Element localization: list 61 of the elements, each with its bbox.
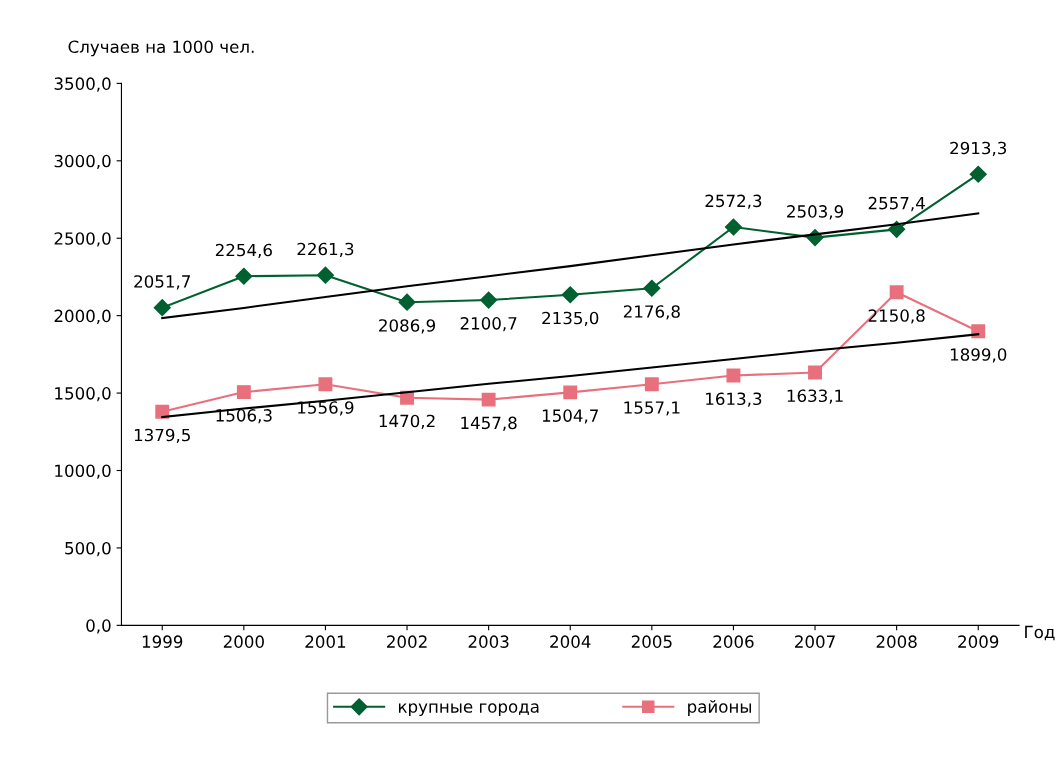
- point: [561, 286, 579, 304]
- x-tick-label: 2006: [713, 635, 754, 648]
- data-label: 1379,5: [134, 428, 190, 443]
- point: [726, 368, 741, 383]
- y-tick-label: 500,0: [65, 541, 111, 557]
- y-tick-label: 1500,0: [55, 387, 111, 402]
- data-label: 1557,1: [624, 401, 680, 416]
- data-label: 2051,7: [134, 275, 190, 290]
- point: [724, 218, 742, 236]
- x-axis-title: Год: [1025, 625, 1055, 641]
- point: [889, 285, 904, 300]
- data-label: 1633,1: [787, 389, 843, 404]
- point: [318, 377, 333, 392]
- x-tick-label: 2003: [468, 635, 509, 648]
- point: [398, 293, 416, 311]
- data-label: 1470,2: [379, 414, 435, 429]
- data-label: 1506,3: [216, 409, 272, 424]
- data-label: 2261,3: [297, 242, 354, 257]
- point: [481, 392, 496, 407]
- x-tick-label: 2000: [223, 635, 264, 648]
- y-tick-label: 1000,0: [55, 464, 111, 479]
- point: [808, 365, 822, 380]
- data-label: 1899,0: [950, 348, 1007, 363]
- x-tick-label: 1999: [142, 635, 183, 648]
- point: [643, 279, 661, 297]
- point: [563, 385, 578, 400]
- x-tick-label: 2007: [795, 635, 835, 648]
- point: [316, 266, 334, 284]
- data-label: 2100,7: [460, 317, 517, 332]
- x-tick-label: 2009: [958, 635, 999, 648]
- point: [971, 324, 986, 339]
- data-label: 2503,9: [787, 205, 844, 220]
- x-tick-label: 2002: [387, 635, 427, 648]
- point: [235, 267, 253, 285]
- legend-label: крупные города: [398, 703, 539, 717]
- point: [480, 291, 498, 309]
- x-tick-label: 2001: [305, 635, 346, 648]
- point: [236, 385, 251, 400]
- y-tick-label: 2500,0: [54, 232, 111, 247]
- y-tick-label: 3500,0: [54, 77, 111, 92]
- point: [969, 165, 987, 183]
- data-label: 2086,9: [379, 319, 436, 334]
- x-tick-label: 2004: [550, 635, 591, 648]
- data-label: 2913,3: [950, 141, 1007, 157]
- legend-label: районы: [688, 700, 752, 717]
- data-label: 2176,8: [623, 305, 680, 320]
- x-tick-label: 2008: [876, 635, 917, 648]
- y-tick-label: 3000,0: [54, 154, 111, 170]
- y-tick-label: 2000,0: [54, 309, 111, 324]
- data-label: 1613,3: [706, 392, 762, 407]
- y-axis-title: Случаев на 1000 чел.: [68, 40, 254, 57]
- point: [644, 377, 659, 392]
- data-label: 2254,6: [215, 243, 272, 259]
- point: [153, 299, 171, 317]
- data-label: 1457,8: [461, 416, 517, 431]
- x-tick-label: 2005: [631, 635, 672, 648]
- data-label: 1504,7: [542, 409, 598, 424]
- data-label: 2135,0: [542, 311, 599, 327]
- y-tick-label: 0,0: [86, 619, 111, 634]
- data-label: 2557,4: [868, 196, 925, 212]
- data-label: 2572,3: [705, 194, 762, 209]
